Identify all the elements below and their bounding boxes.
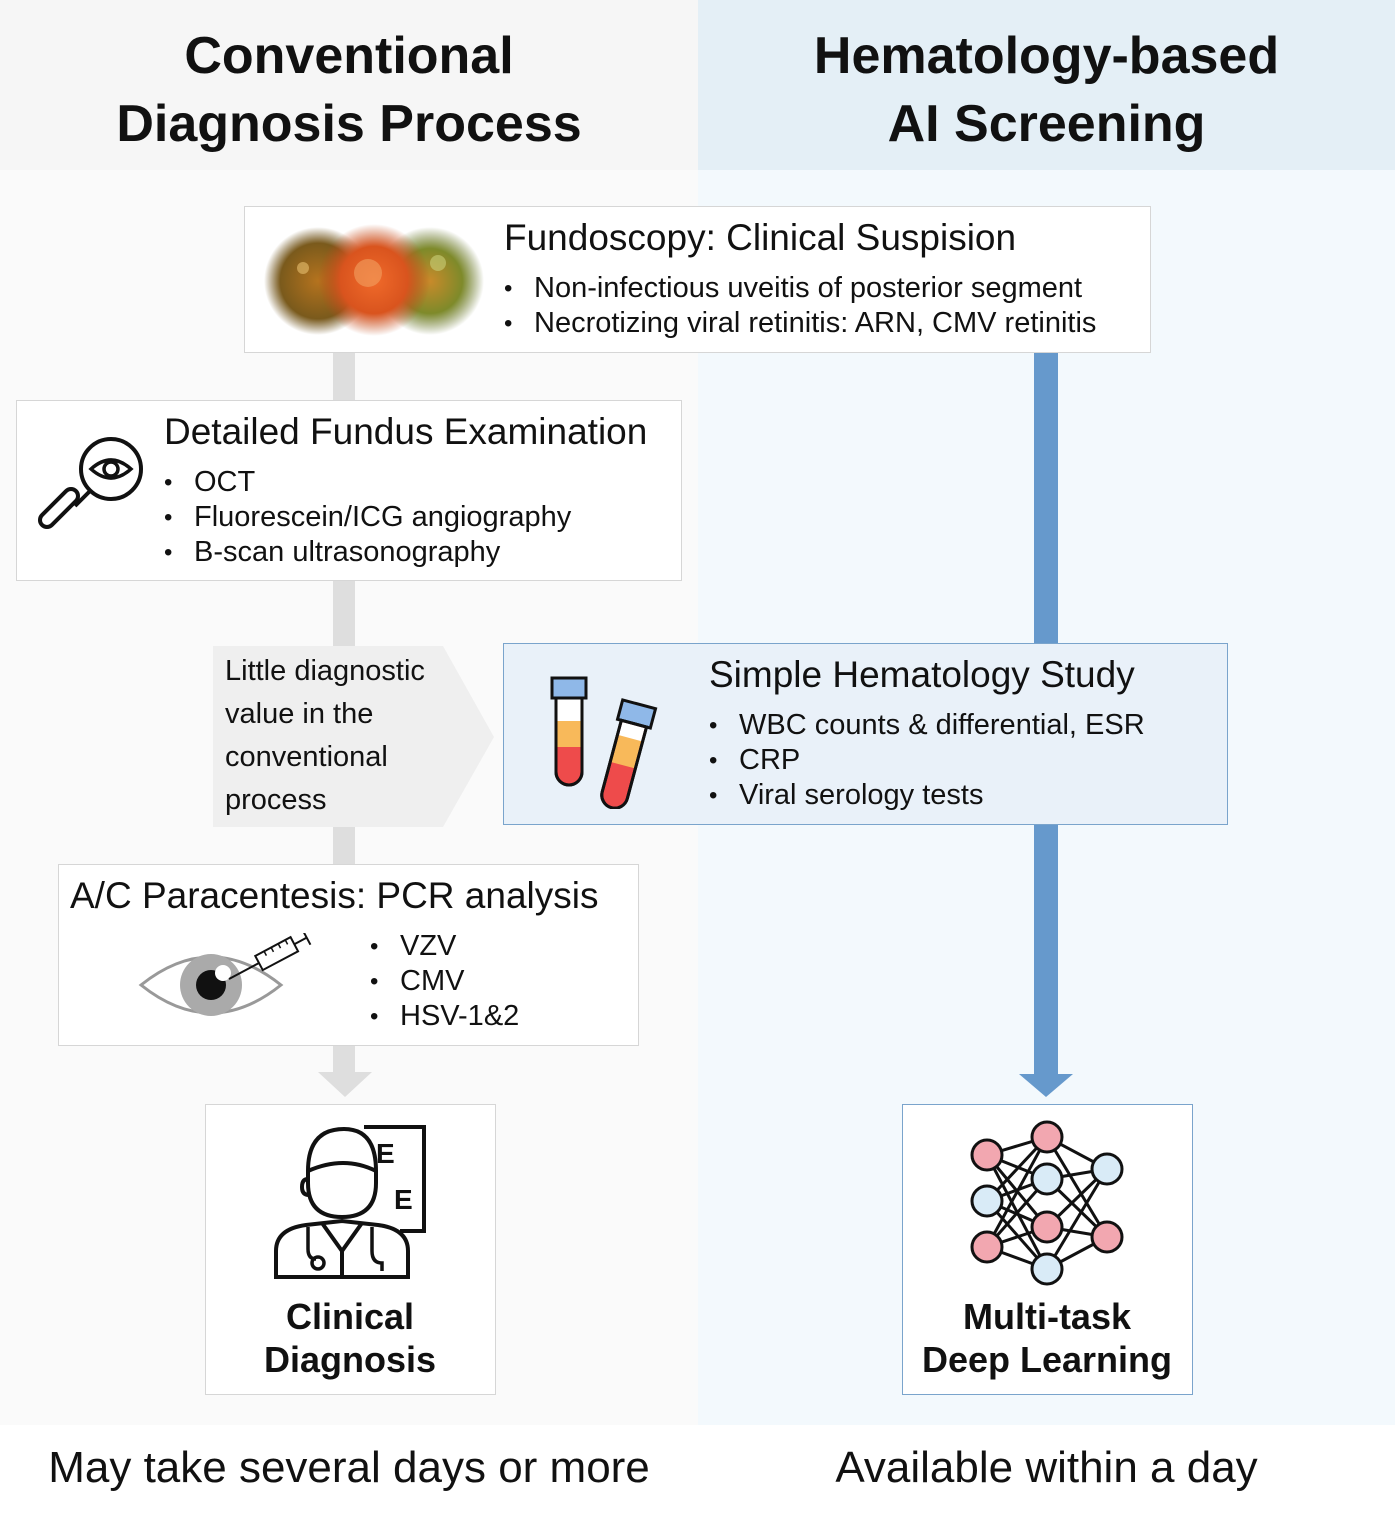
nn-edge [1045,1168,1109,1270]
conventional-flow-connector-4 [333,1045,355,1073]
conventional-timeline-text: May take several days or more [48,1443,650,1492]
eye-chart-letter: E [394,1184,413,1215]
conventional-flow-connector-1 [333,352,355,402]
paracentesis-title: A/C Paracentesis: PCR analysis [70,875,599,916]
nn-node [1030,1210,1064,1244]
right-header-panel [698,0,1395,170]
label-line: Multi-task [962,1296,1131,1337]
list-item: VZV [370,929,519,964]
list-item: Necrotizing viral retinitis: ARN, CMV re… [504,306,1096,341]
ai-screening-header: Hematology-based AI Screening [698,22,1395,158]
list-item: CMV [370,964,519,999]
deep-learning-box: Multi-task Deep Learning [902,1104,1193,1395]
nn-node [1030,1252,1064,1286]
clinical-diagnosis-box: E E Clinical Diagnosis [205,1104,496,1395]
nn-node [1030,1120,1064,1154]
conventional-arrow-head [318,1072,372,1097]
hematology-box: Simple Hematology Study WBC counts & dif… [503,643,1228,825]
left-header-panel [0,0,698,170]
ai-timeline-text: Available within a day [835,1443,1258,1492]
nn-node [970,1184,1004,1218]
fundus-exam-bullets: OCT Fluorescein/ICG angiography B-scan u… [164,465,571,570]
eye-syringe-icon [138,933,312,1016]
hematology-title: Simple Hematology Study [709,654,1135,695]
callout-arrow-shape [213,646,494,827]
ai-arrow-head [1019,1074,1073,1097]
nn-node [1090,1220,1124,1254]
fundoscopy-title: Fundoscopy: Clinical Suspision [504,217,1017,258]
nn-node [970,1138,1004,1172]
doctor-eye-chart-icon: E E [274,1125,426,1279]
eye-chart-letter: E [376,1138,395,1169]
clinical-diagnosis-label: Clinical Diagnosis [206,1295,494,1381]
hematology-bullets: WBC counts & differential, ESR CRP Viral… [709,708,1145,813]
nn-edge [1045,1136,1109,1238]
paracentesis-bullets: VZV CMV HSV-1&2 [370,929,519,1034]
paracentesis-box: A/C Paracentesis: PCR analysis VZV CMV H… [58,864,639,1046]
list-item: B-scan ultrasonography [164,535,571,570]
callout-text: Little diagnostic value in the conventio… [225,655,425,816]
magnifier-eye-icon [37,437,143,530]
ai-flow-connector-2 [1034,824,1058,1076]
fundus-photos-image [264,224,484,336]
list-item: Viral serology tests [709,778,1145,813]
fundus-exam-box: Detailed Fundus Examination OCT Fluoresc… [16,400,682,581]
list-item: OCT [164,465,571,500]
list-item: HSV-1&2 [370,999,519,1034]
nn-node [970,1230,1004,1264]
nn-node [1090,1152,1124,1186]
list-item: WBC counts & differential, ESR [709,708,1145,743]
header-line: Hematology-based [813,27,1280,85]
list-item: Non-infectious uveitis of posterior segm… [504,271,1096,306]
ai-flow-connector-1 [1034,352,1058,645]
conventional-flow-connector-2 [333,580,355,647]
blood-tubes-icon [550,676,658,809]
list-item: Fluorescein/ICG angiography [164,500,571,535]
deep-learning-label: Multi-task Deep Learning [903,1295,1191,1381]
conventional-flow-connector-3 [333,826,355,866]
header-line: Diagnosis Process [116,95,582,153]
header-line: Conventional [184,27,514,85]
nn-edge [985,1136,1049,1248]
fundus-exam-title: Detailed Fundus Examination [164,411,648,452]
conventional-header: Conventional Diagnosis Process [0,22,698,158]
fundoscopy-box: Fundoscopy: Clinical Suspision Non-infec… [244,206,1151,353]
fundoscopy-bullets: Non-infectious uveitis of posterior segm… [504,271,1096,341]
label-line: Clinical [285,1296,415,1337]
header-line: AI Screening [887,95,1206,153]
nn-node [1030,1162,1064,1196]
list-item: CRP [709,743,1145,778]
label-line: Diagnosis [263,1339,437,1380]
neural-network-icon [970,1120,1124,1286]
label-line: Deep Learning [921,1339,1173,1380]
